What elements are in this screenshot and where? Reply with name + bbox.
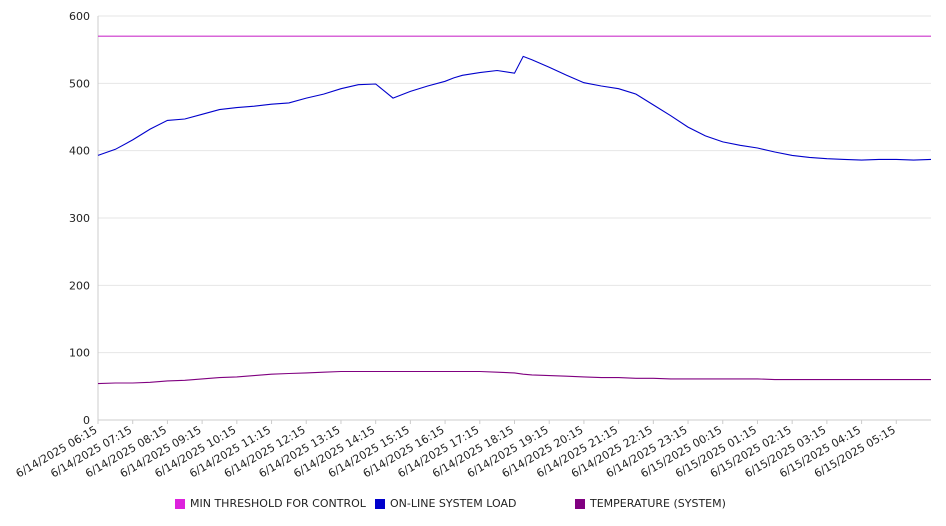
legend-item-temperature: TEMPERATURE (SYSTEM)	[575, 497, 726, 510]
y-tick-label: 500	[69, 77, 90, 90]
legend-item-system-load: ON-LINE SYSTEM LOAD	[375, 497, 516, 510]
legend: MIN THRESHOLD FOR CONTROL ON-LINE SYSTEM…	[0, 497, 946, 515]
legend-swatch	[575, 498, 585, 509]
legend-item-min-threshold: MIN THRESHOLD FOR CONTROL	[175, 497, 366, 510]
x-axis-ticks: 6/14/2025 06:156/14/2025 07:156/14/2025 …	[14, 420, 898, 480]
y-tick-label: 600	[69, 10, 90, 23]
y-tick-label: 300	[69, 212, 90, 225]
legend-swatch	[375, 498, 385, 509]
y-tick-label: 100	[69, 347, 90, 360]
series-line-temperature	[97, 370, 931, 385]
y-tick-label: 400	[69, 145, 90, 158]
legend-swatch	[175, 498, 185, 509]
gridlines	[98, 15, 931, 354]
legend-label: ON-LINE SYSTEM LOAD	[390, 497, 517, 510]
y-tick-label: 0	[83, 414, 90, 427]
y-axis-ticks: 0 100 200 300 400 500 600	[69, 10, 90, 427]
series-lines	[97, 35, 932, 385]
y-tick-label: 200	[69, 279, 90, 292]
legend-label: MIN THRESHOLD FOR CONTROL	[190, 497, 366, 510]
series-line-system-load	[97, 55, 932, 161]
legend-label: TEMPERATURE (SYSTEM)	[590, 497, 726, 510]
